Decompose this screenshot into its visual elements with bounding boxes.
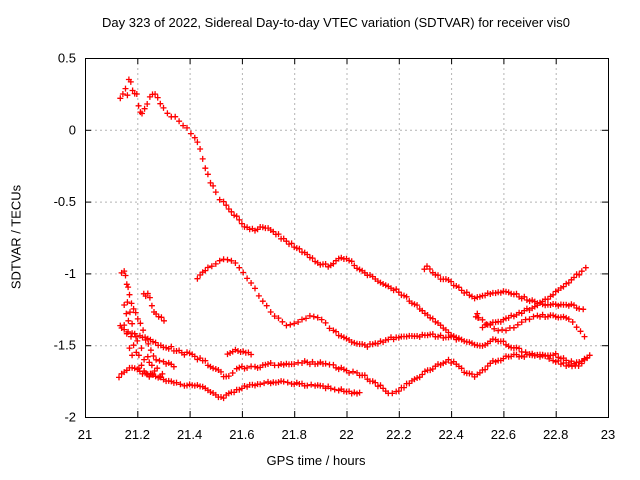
x-tick-label: 22.4 xyxy=(438,427,463,442)
x-tick-label: 22.6 xyxy=(491,427,516,442)
series-trace-2-hump xyxy=(194,256,591,370)
chart-title: Day 323 of 2022, Sidereal Day-to-day VTE… xyxy=(102,15,570,30)
x-axis-label: GPS time / hours xyxy=(266,453,366,468)
x-tick-label: 21 xyxy=(78,427,92,442)
x-tick-label: 21.8 xyxy=(282,427,307,442)
series-trace-5-mid-band xyxy=(117,322,593,397)
y-tick-label: -1.5 xyxy=(54,338,76,353)
y-tick-label: -2 xyxy=(64,410,76,425)
tick-labels: 21 21.2 21.4 21.6 21.8 22 22.2 22.4 22.6 22.8 23 0.… xyxy=(54,51,616,443)
x-tick-label: 22.8 xyxy=(543,427,568,442)
x-tick-label: 23 xyxy=(601,427,615,442)
series-trace-8-late-high xyxy=(421,263,587,313)
series-trace-1-high-descender xyxy=(117,76,462,342)
x-tick-label: 21.2 xyxy=(125,427,150,442)
axes-frame xyxy=(85,58,609,418)
y-tick-label: 0.5 xyxy=(58,51,76,66)
series-trace-6-short-plateau xyxy=(224,346,255,358)
x-tick-label: 22 xyxy=(339,427,353,442)
y-tick-label: -0.5 xyxy=(54,194,76,209)
series-trace-10-late-riser xyxy=(479,264,589,331)
y-tick-label: 0 xyxy=(69,122,76,137)
x-tick-label: 22.2 xyxy=(386,427,411,442)
x-tick-label: 21.4 xyxy=(177,427,202,442)
series-left-region-scatter xyxy=(118,299,481,380)
data-series xyxy=(116,76,593,402)
series-trace-7-bottom xyxy=(116,364,363,402)
grid-lines xyxy=(85,58,608,417)
series-trace-4-mini xyxy=(140,290,167,324)
x-tick-label: 21.6 xyxy=(229,427,254,442)
y-tick-label: -1 xyxy=(64,266,76,281)
